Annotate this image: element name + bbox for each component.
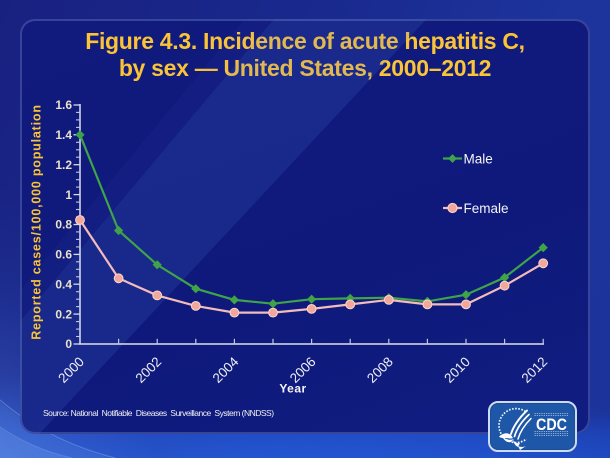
svg-text:Female: Female — [464, 201, 509, 216]
svg-text:0.4: 0.4 — [55, 277, 72, 291]
svg-text:0.2: 0.2 — [55, 307, 72, 321]
svg-text:1: 1 — [65, 188, 72, 202]
svg-text:Male: Male — [464, 151, 493, 166]
svg-text:1.4: 1.4 — [55, 128, 72, 142]
svg-text:1.2: 1.2 — [55, 158, 72, 172]
svg-text:0.8: 0.8 — [55, 218, 72, 232]
svg-text:Year: Year — [279, 382, 306, 396]
svg-text:0.6: 0.6 — [55, 248, 72, 262]
svg-text:1.6: 1.6 — [55, 98, 72, 112]
svg-text:0: 0 — [65, 337, 72, 351]
svg-text:Reported cases/100,000 populat: Reported cases/100,000 population — [30, 104, 44, 340]
svg-text:CDC: CDC — [536, 416, 567, 434]
